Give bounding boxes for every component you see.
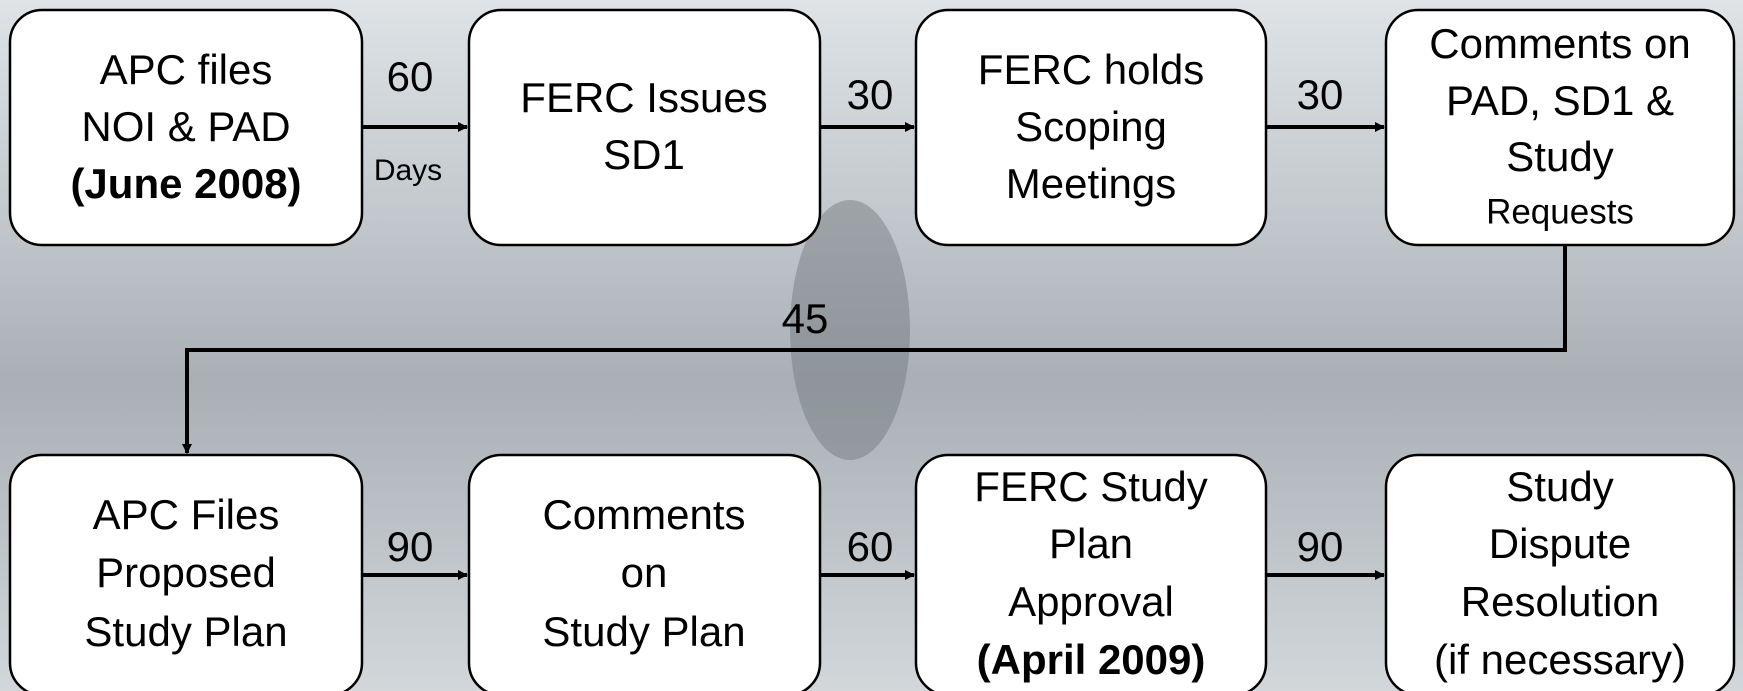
node-text: Requests — [1486, 192, 1634, 231]
node-text: Proposed — [96, 549, 276, 596]
edge-unit: Days — [374, 154, 442, 187]
node-text: Comments on — [1429, 20, 1690, 67]
node-text: Approval — [1008, 578, 1174, 625]
node-text: Meetings — [1006, 160, 1176, 207]
node-text: (April 2009) — [977, 636, 1206, 683]
node-text: Study — [1506, 133, 1613, 180]
node-text: FERC holds — [978, 46, 1204, 93]
node-text: Comments — [542, 491, 745, 538]
node-text: APC files — [100, 46, 273, 93]
node-text: Plan — [1049, 520, 1133, 567]
edge-label: 45 — [782, 295, 829, 342]
node-text: on — [621, 549, 668, 596]
node-text: (June 2008) — [70, 160, 301, 207]
edge-label: 60 — [387, 53, 434, 100]
node-text: Resolution — [1461, 578, 1659, 625]
node-text: FERC Issues — [520, 74, 767, 121]
node-text: FERC Study — [974, 463, 1207, 510]
node-text: Study — [1506, 463, 1613, 510]
edge-label: 90 — [387, 523, 434, 570]
node-box — [469, 10, 820, 245]
edge-label: 90 — [1297, 523, 1344, 570]
node-text: PAD, SD1 & — [1446, 77, 1674, 124]
node-text: NOI & PAD — [81, 103, 290, 150]
node-text: Study Plan — [84, 608, 287, 655]
edge-label: 60 — [847, 523, 894, 570]
node-text: (if necessary) — [1434, 636, 1686, 683]
node-text: Study Plan — [542, 608, 745, 655]
edge-label: 30 — [847, 71, 894, 118]
edge-label: 30 — [1297, 71, 1344, 118]
diagram: APC files NOI & PAD (June 2008) FERC Iss… — [0, 0, 1743, 691]
node-text: SD1 — [603, 131, 685, 178]
node-text: Scoping — [1015, 103, 1167, 150]
node-text: Dispute — [1489, 520, 1631, 567]
node-text: APC Files — [93, 491, 280, 538]
